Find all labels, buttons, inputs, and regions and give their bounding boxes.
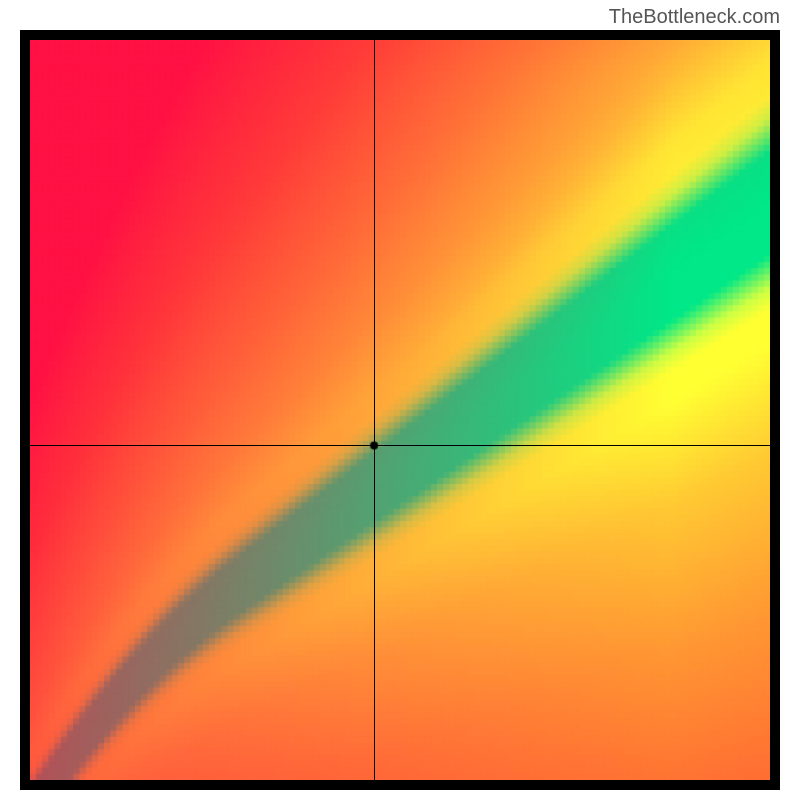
chart-container: TheBottleneck.com: [0, 0, 800, 800]
crosshair-dot-layer: [30, 40, 770, 780]
chart-frame: [20, 30, 780, 790]
crosshair-vertical: [374, 40, 375, 780]
crosshair-horizontal: [30, 445, 770, 446]
watermark-text: TheBottleneck.com: [609, 6, 780, 29]
